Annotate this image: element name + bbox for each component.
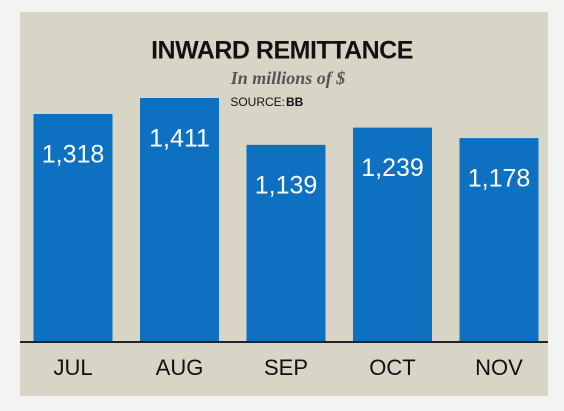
value-label: 1,318 [42, 141, 105, 169]
value-label: 1,178 [468, 165, 531, 193]
x-tick-label: SEP [264, 355, 308, 380]
x-tick-label: AUG [156, 355, 204, 380]
value-label: 1,411 [149, 125, 210, 153]
bar [33, 114, 113, 342]
value-label: 1,239 [361, 154, 424, 182]
bar [140, 98, 219, 341]
chart-subtitle: In millions of $ [230, 68, 346, 88]
x-tick-label: JUL [53, 355, 92, 380]
source: BB [286, 95, 304, 109]
chart-title: INWARD REMITTANCE [151, 37, 413, 65]
bar [353, 127, 432, 341]
bar [459, 138, 539, 341]
source-label: SOURCE: [230, 95, 285, 109]
bar [246, 144, 326, 341]
value-label: 1,139 [255, 171, 318, 199]
x-tick-label: OCT [369, 355, 415, 380]
x-tick-label: NOV [475, 355, 523, 380]
